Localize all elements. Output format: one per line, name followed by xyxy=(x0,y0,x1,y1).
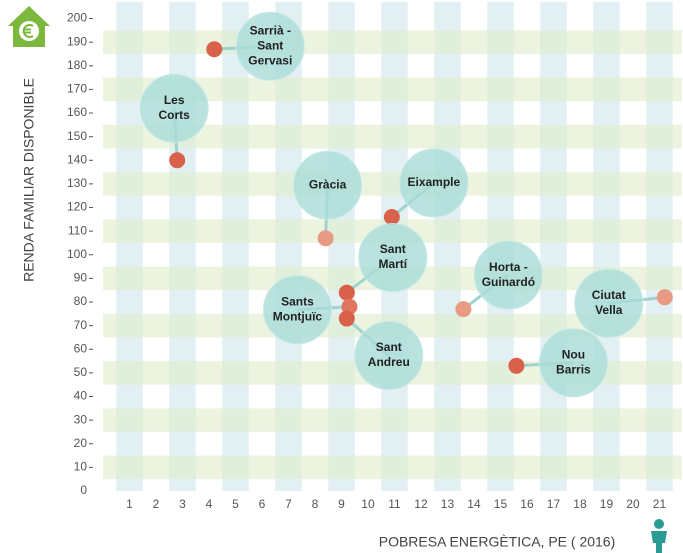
x-tick-label: 12 xyxy=(414,497,428,511)
y-tick-label: 70 xyxy=(74,318,88,332)
point-label: Sarrià - xyxy=(250,23,291,37)
y-tick-label: 50 xyxy=(74,365,88,379)
y-tick-label: 20 xyxy=(74,436,88,450)
grid-band xyxy=(103,408,682,432)
point-label: Gervasi xyxy=(248,53,292,67)
point-label: Martí xyxy=(378,257,407,271)
y-tick-label: 200 xyxy=(67,11,87,25)
y-tick-label: 10 xyxy=(74,460,88,474)
point xyxy=(206,41,223,58)
x-tick-label: 10 xyxy=(361,497,375,511)
point-label: Andreu xyxy=(368,355,410,369)
x-tick-label: 6 xyxy=(259,497,266,511)
x-tick-label: 13 xyxy=(441,497,455,511)
x-tick-label: 11 xyxy=(388,497,401,511)
x-tick-label: 1 xyxy=(126,497,133,511)
y-tick-label: 140 xyxy=(67,152,87,166)
x-tick-label: 9 xyxy=(338,497,345,511)
bubble xyxy=(538,328,608,398)
x-tick-label: 18 xyxy=(573,497,587,511)
x-tick-label: 3 xyxy=(179,497,186,511)
y-tick-label: 190 xyxy=(67,34,87,48)
grid-band xyxy=(103,172,682,196)
point xyxy=(317,230,334,247)
y-tick-label: 30 xyxy=(74,412,88,426)
x-tick-label: 17 xyxy=(547,497,561,511)
y-tick-label: 40 xyxy=(74,389,88,403)
y-tick-label: 110 xyxy=(68,223,87,237)
bubble xyxy=(354,321,424,391)
grid-band xyxy=(103,77,682,102)
y-tick-label: 130 xyxy=(67,176,87,190)
x-tick-label: 2 xyxy=(153,497,160,511)
x-tick-label: 7 xyxy=(285,497,292,511)
y-tick-label: 100 xyxy=(67,247,87,261)
point xyxy=(455,301,472,318)
bubble xyxy=(235,11,305,81)
y-axis-label: RENDA FAMILIAR DISPONIBLE xyxy=(21,78,37,282)
y-tick-label: 0 xyxy=(80,483,87,497)
y-tick-label: 150 xyxy=(67,129,87,143)
point-label: Corts xyxy=(159,108,191,122)
point-label: Montjuïc xyxy=(273,309,323,323)
point xyxy=(169,152,186,169)
point-label: Sant xyxy=(376,340,402,354)
x-tick-label: 21 xyxy=(653,497,667,511)
point xyxy=(338,284,355,301)
point-label: Gràcia xyxy=(309,177,347,191)
x-tick-label: 15 xyxy=(494,497,508,511)
point-label: Sants xyxy=(281,294,314,308)
point-label: Guinardó xyxy=(482,275,535,289)
x-tick-label: 5 xyxy=(232,497,239,511)
y-tick-label: 170 xyxy=(67,82,87,96)
point-label: Sant xyxy=(380,242,406,256)
x-tick-label: 8 xyxy=(312,497,319,511)
x-tick-label: 20 xyxy=(626,497,640,511)
y-tick-label: 160 xyxy=(67,105,87,119)
bubble xyxy=(262,275,332,345)
x-tick-label: 14 xyxy=(467,497,481,511)
x-tick-label: 16 xyxy=(520,497,534,511)
y-tick-label: 120 xyxy=(67,200,87,214)
grid-band xyxy=(103,30,682,54)
point xyxy=(338,310,355,327)
bubble xyxy=(473,240,543,310)
y-tick-label: 60 xyxy=(74,341,88,355)
x-tick-label: 19 xyxy=(600,497,614,511)
bubble xyxy=(399,148,469,218)
grid-band xyxy=(103,124,682,149)
y-tick-label: 80 xyxy=(74,294,88,308)
x-axis-label: POBRESA ENERGÈTICA, PE ( 2016) xyxy=(379,534,616,550)
point-label: Nou xyxy=(562,347,585,361)
point xyxy=(656,289,673,306)
point xyxy=(383,208,400,225)
house-icon xyxy=(8,6,50,47)
point-label: Sant xyxy=(257,38,283,52)
x-tick-label: 4 xyxy=(206,497,213,511)
point-label: Vella xyxy=(595,303,623,317)
point-label: Barris xyxy=(556,362,591,376)
grid-band xyxy=(103,455,682,480)
point-label: Les xyxy=(164,93,185,107)
point xyxy=(508,357,525,374)
person-icon xyxy=(651,519,667,553)
bubble xyxy=(139,73,209,143)
point-label: Ciutat xyxy=(592,288,626,302)
y-tick-label: 180 xyxy=(67,58,87,72)
bubble xyxy=(358,223,428,293)
y-tick-label: 90 xyxy=(74,271,88,285)
point-label: Eixample xyxy=(407,175,460,189)
point-label: Horta - xyxy=(489,260,528,274)
bubble xyxy=(574,268,644,338)
bubble xyxy=(293,150,363,220)
